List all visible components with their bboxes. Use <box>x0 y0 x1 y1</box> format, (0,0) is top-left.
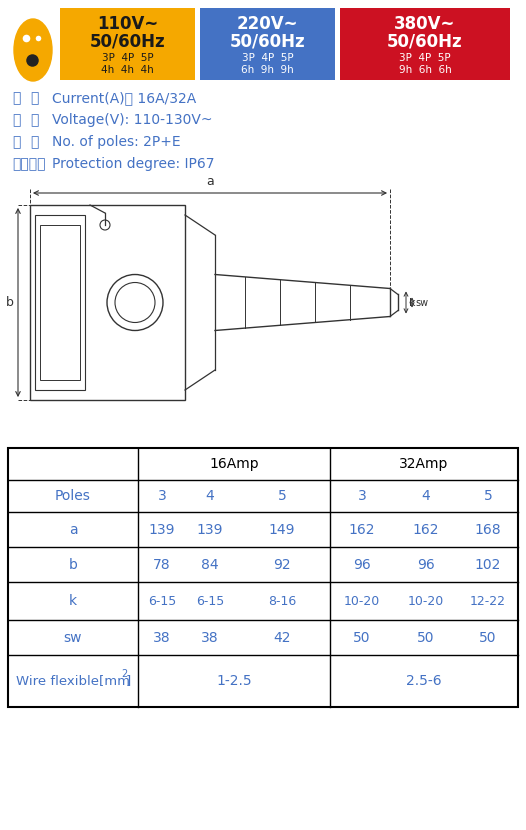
Text: 5: 5 <box>278 489 286 503</box>
Text: ]: ] <box>126 675 132 687</box>
Bar <box>340 8 510 80</box>
Text: k: k <box>409 297 416 307</box>
Text: 数: 数 <box>30 135 38 149</box>
Text: sw: sw <box>64 631 82 645</box>
Text: 10-20: 10-20 <box>344 594 380 608</box>
Text: 流: 流 <box>30 91 38 105</box>
Text: Voltage(V): 110-130V~: Voltage(V): 110-130V~ <box>52 113 213 127</box>
Text: 6h  9h  9h: 6h 9h 9h <box>241 65 294 75</box>
Text: 380V~: 380V~ <box>394 15 456 33</box>
Text: 162: 162 <box>413 523 439 536</box>
Text: 78: 78 <box>153 558 171 572</box>
Text: 50/60Hz: 50/60Hz <box>230 32 305 50</box>
Text: 96: 96 <box>353 558 371 572</box>
Text: 139: 139 <box>197 523 223 536</box>
Text: 4h  4h  4h: 4h 4h 4h <box>101 65 154 75</box>
Text: 92: 92 <box>273 558 291 572</box>
Text: 32Amp: 32Amp <box>399 457 449 471</box>
Text: 96: 96 <box>417 558 435 572</box>
Text: 2.5-6: 2.5-6 <box>406 674 442 688</box>
Bar <box>30 205 185 400</box>
Text: sw: sw <box>415 297 428 307</box>
Text: 50: 50 <box>417 631 435 645</box>
Text: 38: 38 <box>201 631 219 645</box>
Text: 50: 50 <box>353 631 371 645</box>
Text: Current(A)： 16A/32A: Current(A)： 16A/32A <box>52 91 196 105</box>
Text: b: b <box>68 558 77 572</box>
Text: k: k <box>69 594 77 608</box>
Text: 84: 84 <box>201 558 219 572</box>
Text: 50/60Hz: 50/60Hz <box>90 32 165 50</box>
Text: 149: 149 <box>269 523 295 536</box>
Text: 110V~: 110V~ <box>97 15 158 33</box>
Text: 9h  6h  6h: 9h 6h 6h <box>399 65 451 75</box>
Text: 220V~: 220V~ <box>237 15 298 33</box>
Text: 6-15: 6-15 <box>148 594 176 608</box>
Text: 10-20: 10-20 <box>408 594 444 608</box>
Text: 139: 139 <box>149 523 175 536</box>
Text: 3P  4P  5P: 3P 4P 5P <box>241 53 294 63</box>
Text: No. of poles: 2P+E: No. of poles: 2P+E <box>52 135 180 149</box>
Text: Protection degree: IP67: Protection degree: IP67 <box>52 157 215 171</box>
Text: a: a <box>206 175 214 188</box>
Text: 16Amp: 16Amp <box>209 457 259 471</box>
Text: 电: 电 <box>12 91 21 105</box>
Text: b: b <box>6 296 14 309</box>
Text: 102: 102 <box>475 558 501 572</box>
Text: 6-15: 6-15 <box>196 594 224 608</box>
Text: 4: 4 <box>422 489 430 503</box>
Bar <box>40 225 80 380</box>
Text: 4: 4 <box>206 489 215 503</box>
Ellipse shape <box>14 19 52 81</box>
Text: 8-16: 8-16 <box>268 594 296 608</box>
Text: 极: 极 <box>12 135 21 149</box>
Text: 42: 42 <box>273 631 291 645</box>
Text: 50/60Hz: 50/60Hz <box>387 32 463 50</box>
Text: Poles: Poles <box>55 489 91 503</box>
Text: 3P  4P  5P: 3P 4P 5P <box>399 53 451 63</box>
Text: 1-2.5: 1-2.5 <box>216 674 252 688</box>
Text: Wire flexible[mm: Wire flexible[mm <box>16 675 130 687</box>
Text: 3: 3 <box>158 489 166 503</box>
Text: 12-22: 12-22 <box>470 594 506 608</box>
Text: 3: 3 <box>358 489 367 503</box>
Text: a: a <box>69 523 77 536</box>
Text: 压: 压 <box>30 113 38 127</box>
Text: 5: 5 <box>483 489 492 503</box>
Text: 电: 电 <box>12 113 21 127</box>
Text: 50: 50 <box>479 631 497 645</box>
Text: 168: 168 <box>474 523 501 536</box>
Text: 2: 2 <box>121 669 127 679</box>
Bar <box>8 448 518 707</box>
Bar <box>35 215 85 390</box>
Text: 3P  4P  5P: 3P 4P 5P <box>102 53 153 63</box>
Bar <box>60 8 195 80</box>
Text: 防护等级: 防护等级 <box>12 157 46 171</box>
Text: 162: 162 <box>349 523 375 536</box>
Bar <box>200 8 335 80</box>
Text: 38: 38 <box>153 631 171 645</box>
